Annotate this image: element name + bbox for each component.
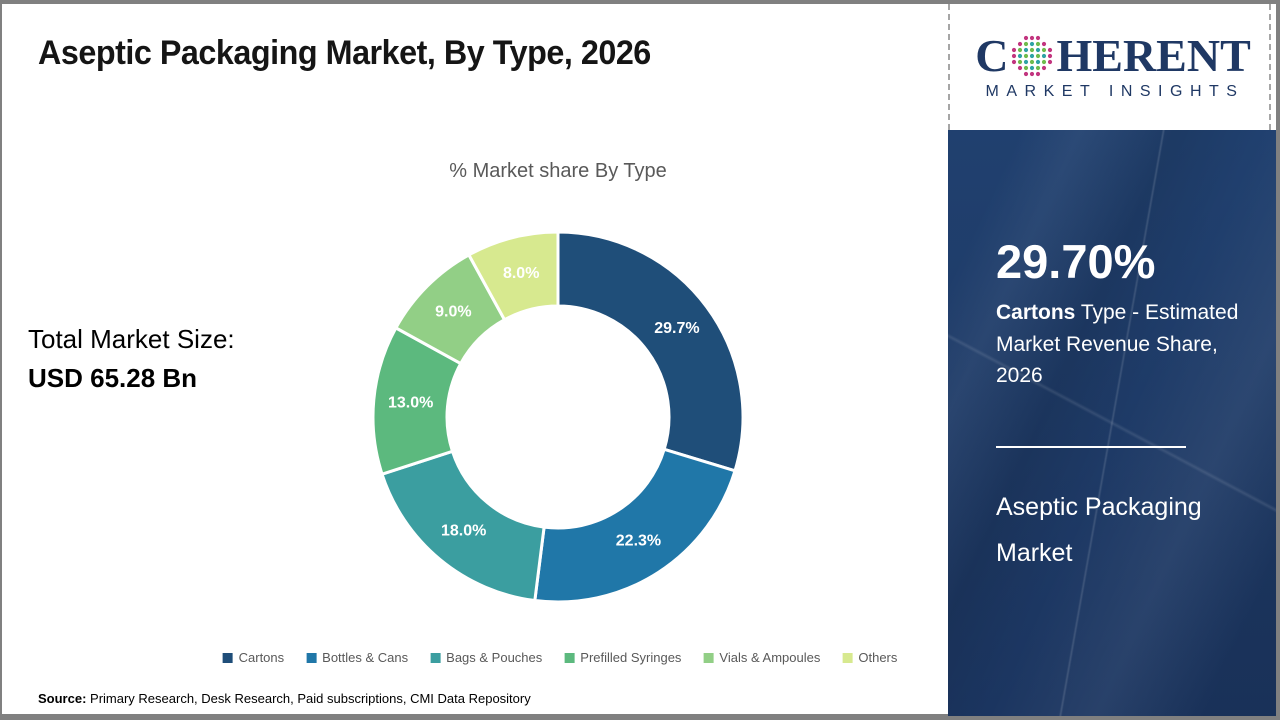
- total-market-size-label: Total Market Size:: [28, 324, 235, 354]
- panel-market-title: Aseptic Packaging Market: [996, 492, 1202, 567]
- coherent-logo: C HERENT MARKET INSIGHTS: [948, 4, 1276, 130]
- logo-subtitle: MARKET INSIGHTS: [985, 83, 1245, 100]
- legend-swatch: [430, 652, 441, 663]
- donut-segment-label: 8.0%: [503, 265, 539, 282]
- legend-swatch: [306, 652, 317, 663]
- chart-subtitle: % Market share By Type: [449, 160, 667, 182]
- legend-item-prefilled-syringes: Prefilled Syringes: [564, 650, 681, 665]
- donut-segment-label: 18.0%: [441, 522, 486, 539]
- legend-swatch: [564, 652, 575, 663]
- highlight-stat-category: Cartons: [996, 301, 1076, 324]
- legend-label: Bags & Pouches: [446, 650, 543, 665]
- legend-label: Prefilled Syringes: [580, 650, 682, 665]
- chart-legend: Cartons Bottles & Cans Bags & Pouches Prefi…: [222, 650, 897, 665]
- legend-item-cartons: Cartons: [222, 650, 285, 665]
- total-market-size-block: Total Market Size: USD 65.28 Bn: [28, 324, 235, 394]
- donut-segment-label: 29.7%: [654, 320, 699, 337]
- logo-letter-c: C: [975, 30, 1009, 81]
- page-title: Aseptic Packaging Market, By Type, 2026: [38, 34, 651, 72]
- report-main-panel: Aseptic Packaging Market, By Type, 2026 …: [2, 4, 948, 714]
- donut-segment-label: 13.0%: [388, 394, 433, 411]
- panel-divider: [996, 445, 1186, 448]
- source-line: Source: Primary Research, Desk Research,…: [38, 691, 531, 706]
- legend-swatch: [222, 652, 233, 663]
- legend-label: Vials & Ampoules: [719, 650, 821, 665]
- legend-swatch: [703, 652, 714, 663]
- legend-label: Others: [858, 650, 898, 665]
- legend-swatch: [842, 652, 853, 663]
- donut-segment-cartons: [556, 230, 745, 473]
- source-text: Primary Research, Desk Research, Paid su…: [86, 691, 531, 706]
- total-market-size-value: USD 65.28 Bn: [28, 363, 198, 393]
- legend-item-bags-pouches: Bags & Pouches: [430, 650, 542, 665]
- legend-item-bottles-cans: Bottles & Cans: [306, 650, 408, 665]
- donut-segment-label: 9.0%: [435, 304, 471, 321]
- source-label: Source:: [38, 691, 87, 706]
- legend-label: Bottles & Cans: [322, 650, 409, 665]
- donut-segment-bottles-cans: [533, 447, 737, 604]
- highlight-stat-description: Cartons Type - Estimated Market Revenue …: [996, 301, 1239, 387]
- logo-letters-herent: HERENT: [1056, 30, 1251, 81]
- right-region: C HERENT MARKET INSIGHTS 29.70% Cartons …: [948, 4, 1276, 716]
- legend-item-others: Others: [842, 650, 897, 665]
- donut-chart: 29.7% 22.3% 18.0% 13.0% 9.0% 8.0%: [371, 230, 745, 604]
- donut-segment-label: 22.3%: [616, 532, 661, 549]
- coherent-globe-icon: [1012, 35, 1053, 77]
- highlight-stat-value: 29.70%: [996, 235, 1156, 288]
- legend-item-vials-ampoules: Vials & Ampoules: [703, 650, 820, 665]
- donut-segment-others: [467, 230, 560, 322]
- legend-label: Cartons: [238, 650, 285, 665]
- highlight-panel: 29.70% Cartons Type - Estimated Market R…: [948, 130, 1276, 716]
